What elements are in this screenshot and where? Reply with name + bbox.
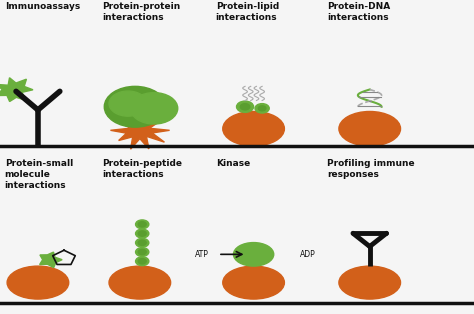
- Text: Protein-protein
interactions: Protein-protein interactions: [102, 2, 180, 22]
- Circle shape: [136, 229, 149, 238]
- Ellipse shape: [339, 111, 401, 146]
- Circle shape: [136, 248, 149, 257]
- Text: Protein-peptide
interactions: Protein-peptide interactions: [102, 159, 182, 179]
- Circle shape: [136, 257, 149, 266]
- Circle shape: [138, 249, 146, 255]
- Text: Protein-small
molecule
interactions: Protein-small molecule interactions: [5, 159, 73, 190]
- Text: Protein-DNA
interactions: Protein-DNA interactions: [327, 2, 390, 22]
- Text: ADP: ADP: [300, 250, 316, 259]
- Ellipse shape: [223, 111, 284, 146]
- Circle shape: [109, 91, 147, 116]
- Circle shape: [130, 93, 178, 124]
- Circle shape: [255, 104, 269, 113]
- Circle shape: [104, 86, 166, 127]
- Ellipse shape: [233, 242, 274, 266]
- Circle shape: [136, 220, 149, 229]
- Polygon shape: [110, 112, 170, 149]
- Circle shape: [138, 231, 146, 236]
- Ellipse shape: [223, 266, 284, 299]
- Circle shape: [240, 104, 250, 110]
- Text: Protein-lipid
interactions: Protein-lipid interactions: [216, 2, 279, 22]
- Ellipse shape: [339, 266, 401, 299]
- Polygon shape: [0, 78, 33, 101]
- Circle shape: [138, 222, 146, 227]
- Circle shape: [136, 238, 149, 247]
- Text: ATP: ATP: [195, 250, 209, 259]
- Circle shape: [258, 106, 266, 111]
- Text: Immunoassays: Immunoassays: [5, 2, 80, 11]
- Circle shape: [138, 240, 146, 246]
- Polygon shape: [40, 252, 62, 268]
- Ellipse shape: [109, 266, 171, 299]
- Circle shape: [138, 259, 146, 264]
- Ellipse shape: [7, 266, 69, 299]
- Circle shape: [237, 101, 254, 112]
- Text: Profiling immune
responses: Profiling immune responses: [327, 159, 415, 179]
- Text: Kinase: Kinase: [216, 159, 250, 168]
